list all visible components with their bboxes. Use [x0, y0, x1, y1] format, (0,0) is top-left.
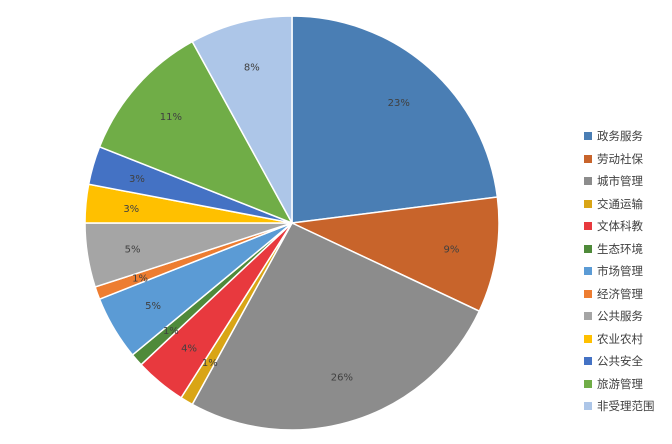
- legend-item-10: 农业农村: [584, 328, 670, 351]
- legend-swatch: [584, 199, 592, 208]
- legend-label: 交通运输: [597, 196, 643, 211]
- legend-label: 政务服务: [597, 129, 643, 144]
- legend: 政务服务劳动社保城市管理交通运输文体科教生态环境市场管理经济管理公共服务农业农村…: [584, 125, 670, 418]
- legend-item-1: 政务服务: [584, 125, 670, 148]
- legend-swatch: [584, 222, 592, 231]
- legend-item-6: 生态环境: [584, 238, 670, 261]
- pie-slice-2: [289, 196, 500, 313]
- slice-label-5: 4%: [181, 343, 197, 354]
- slice-label-13: 8%: [244, 63, 260, 74]
- slice-label-10: 3%: [123, 204, 139, 215]
- legend-label: 旅游管理: [597, 376, 643, 391]
- legend-label: 公共服务: [597, 309, 643, 324]
- legend-item-4: 交通运输: [584, 193, 670, 216]
- legend-label: 市场管理: [597, 264, 643, 279]
- legend-item-13: 非受理范围: [584, 395, 670, 418]
- legend-label: 非受理范围: [597, 399, 655, 414]
- legend-label: 劳动社保: [597, 151, 643, 166]
- legend-label: 公共安全: [597, 354, 643, 369]
- slice-label-11: 3%: [129, 174, 145, 185]
- legend-item-11: 公共安全: [584, 350, 670, 373]
- legend-label: 农业农村: [597, 331, 643, 346]
- pie-slices: [84, 15, 500, 431]
- legend-swatch: [584, 402, 592, 411]
- slice-label-4: 1%: [202, 358, 218, 369]
- legend-item-12: 旅游管理: [584, 373, 670, 396]
- legend-swatch: [584, 334, 592, 343]
- slice-label-8: 1%: [132, 274, 148, 285]
- legend-swatch: [584, 177, 592, 186]
- legend-label: 生态环境: [597, 241, 643, 256]
- legend-item-8: 经济管理: [584, 283, 670, 306]
- legend-item-3: 城市管理: [584, 170, 670, 193]
- slice-label-6: 1%: [163, 326, 179, 337]
- legend-swatch: [584, 132, 592, 141]
- legend-swatch: [584, 244, 592, 253]
- legend-item-9: 公共服务: [584, 305, 670, 328]
- slice-label-2: 9%: [444, 244, 460, 255]
- legend-swatch: [584, 357, 592, 366]
- legend-item-2: 劳动社保: [584, 148, 670, 171]
- legend-swatch: [584, 267, 592, 276]
- slice-label-12: 11%: [160, 112, 182, 123]
- slice-label-9: 5%: [125, 244, 141, 255]
- pie-slice-13: [191, 15, 293, 224]
- pie-slice-12: [98, 40, 294, 225]
- pie-labels: 23%9%26%1%4%1%5%1%5%3%3%11%8%: [123, 63, 459, 384]
- slice-label-3: 26%: [331, 373, 353, 384]
- legend-swatch: [584, 379, 592, 388]
- legend-item-5: 文体科教: [584, 215, 670, 238]
- slice-label-1: 23%: [388, 98, 410, 109]
- legend-swatch: [584, 289, 592, 298]
- legend-label: 城市管理: [597, 174, 643, 189]
- slice-label-7: 5%: [145, 301, 161, 312]
- legend-swatch: [584, 312, 592, 321]
- legend-item-7: 市场管理: [584, 260, 670, 283]
- legend-label: 经济管理: [597, 286, 643, 301]
- legend-swatch: [584, 154, 592, 163]
- pie-slice-1: [291, 15, 499, 224]
- legend-label: 文体科教: [597, 219, 643, 234]
